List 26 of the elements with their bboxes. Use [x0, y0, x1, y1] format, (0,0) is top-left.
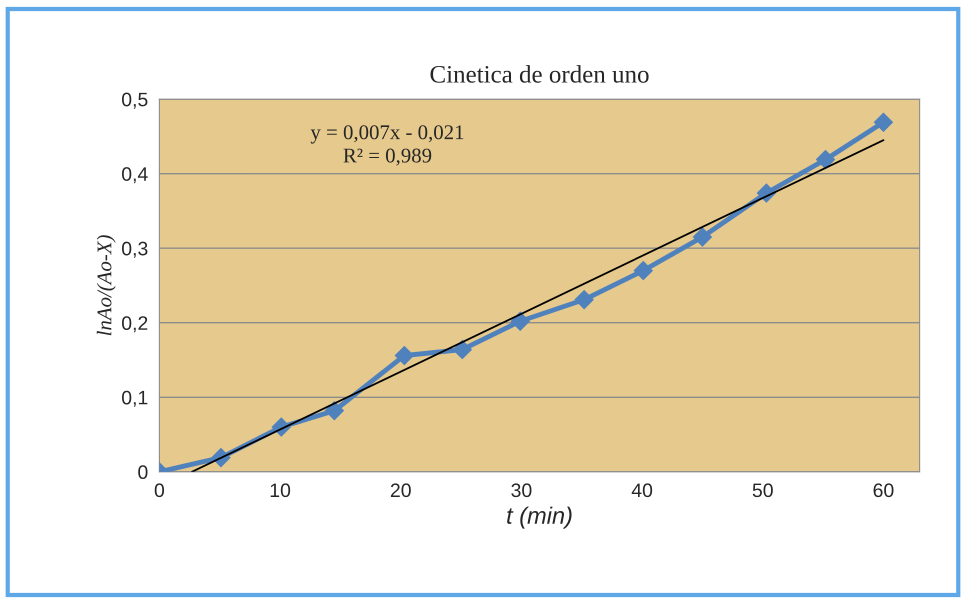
y-tick-label: 0 [138, 465, 148, 480]
point [324, 401, 344, 420]
point [874, 112, 893, 132]
x-tick-label: 20 [390, 483, 411, 498]
point [816, 150, 836, 170]
x-tick-label: 10 [270, 483, 290, 498]
y-tick-label: 0,3 [122, 242, 148, 258]
point [634, 261, 653, 280]
y-tick-label: 0,2 [122, 316, 148, 332]
point [574, 290, 594, 310]
x-tick-label: 50 [752, 483, 773, 498]
point [510, 312, 530, 331]
y-tick-label: 0,5 [122, 92, 148, 109]
point [452, 340, 472, 360]
x-tick-label: 30 [511, 483, 532, 498]
y-axis-title: lnAo/(Ao-X) [96, 235, 116, 336]
point [692, 228, 712, 247]
x-axis-title: t (min) [507, 506, 572, 529]
chart-title: Cinetica de orden uno [430, 65, 649, 83]
x-tick-label: 60 [874, 483, 894, 498]
y-tick-label: 0,4 [122, 167, 148, 184]
x-tick-label: 0 [154, 483, 164, 498]
annotation: y = 0,007x - 0,021 R² = 0,989 [310, 125, 464, 166]
y-tick-label: 0,1 [122, 390, 148, 407]
point [394, 346, 414, 366]
x-tick-label: 40 [632, 483, 652, 498]
